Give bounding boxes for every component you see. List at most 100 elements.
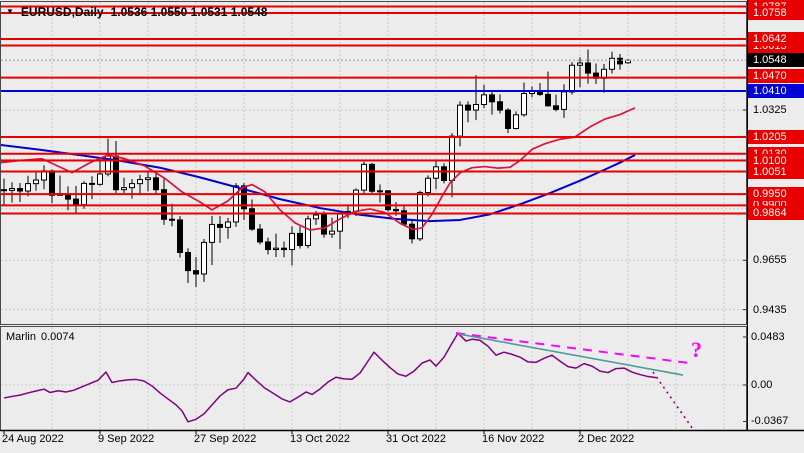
candle xyxy=(249,199,255,231)
candle xyxy=(33,170,39,191)
indicator-panel xyxy=(1,327,746,430)
candle xyxy=(105,138,111,177)
candle xyxy=(361,161,367,194)
price-label-1.0325: 1.0325 xyxy=(753,104,787,117)
candle xyxy=(145,171,151,192)
symbol-period-label: EURUSD,Daily xyxy=(20,5,104,19)
candlestick-series xyxy=(1,49,631,287)
candle xyxy=(473,75,479,121)
candle xyxy=(497,94,503,114)
axis-tick-marks xyxy=(3,109,748,434)
indicator-tick-label-0.00: 0.00 xyxy=(751,379,773,391)
candle xyxy=(201,239,207,282)
candle xyxy=(273,233,279,257)
candle xyxy=(457,101,463,147)
candle xyxy=(433,161,439,190)
candle xyxy=(17,182,23,203)
candle xyxy=(129,179,135,199)
candle xyxy=(537,82,543,97)
candle xyxy=(209,215,215,266)
candle xyxy=(329,217,335,238)
price-label-0.9655: 0.9655 xyxy=(753,254,787,267)
candle xyxy=(481,84,487,109)
candle xyxy=(441,163,447,184)
candle xyxy=(9,182,15,203)
candle xyxy=(521,82,527,117)
candle xyxy=(161,178,167,225)
candle xyxy=(625,59,631,64)
date-label: 31 Oct 2022 xyxy=(386,433,446,445)
candle xyxy=(73,185,79,214)
candle xyxy=(153,171,159,194)
price-label-1.0470: 1.0470 xyxy=(748,68,804,83)
candle xyxy=(505,108,511,134)
date-label: 9 Sep 2022 xyxy=(98,433,155,445)
candle xyxy=(169,203,175,227)
price-label-1.0410: 1.0410 xyxy=(748,84,804,99)
marlin-line xyxy=(3,332,657,423)
candle xyxy=(121,177,127,194)
question-mark-annotation[interactable]: ? xyxy=(691,337,702,362)
indicator-value: 0.0074 xyxy=(40,331,75,343)
candle xyxy=(617,54,623,70)
date-label: 2 Dec 2022 xyxy=(578,433,635,445)
candle xyxy=(561,84,567,118)
projection-dotted-line[interactable] xyxy=(652,371,693,429)
main-grid xyxy=(1,2,746,324)
candle xyxy=(465,101,471,123)
panel-borders xyxy=(0,0,804,432)
candle xyxy=(49,169,55,204)
candle xyxy=(257,223,263,245)
candle xyxy=(281,241,287,258)
candle xyxy=(265,237,271,255)
date-label: 16 Nov 2022 xyxy=(482,433,545,445)
candle xyxy=(25,175,31,197)
candle xyxy=(513,111,519,130)
red-moving-average[interactable] xyxy=(0,107,636,231)
candle xyxy=(113,141,119,194)
indicator-tick-label--0.0367: -0.0367 xyxy=(751,415,789,428)
candle xyxy=(593,63,599,84)
candle xyxy=(553,94,559,112)
candle xyxy=(89,176,95,200)
blue-moving-average[interactable] xyxy=(0,143,636,223)
teal-trendline[interactable] xyxy=(458,333,684,376)
candle xyxy=(225,217,231,239)
horizontal-level-lines[interactable] xyxy=(1,5,746,215)
price-label-1.0642: 1.0642 xyxy=(748,32,804,46)
candle xyxy=(609,51,615,74)
candle xyxy=(65,186,71,211)
price-label-0.9950: 0.9950 xyxy=(748,187,804,202)
candle xyxy=(193,256,199,287)
candle xyxy=(185,248,191,283)
price-label-1.0548: 1.0548 xyxy=(748,53,804,68)
indicator-name: Marlin xyxy=(6,331,36,343)
candle xyxy=(409,218,415,244)
candle xyxy=(577,57,583,88)
price-label-0.9435: 0.9435 xyxy=(753,303,787,316)
candle xyxy=(449,133,455,198)
price-label-1.0051: 1.0051 xyxy=(748,164,804,179)
candle xyxy=(1,178,7,206)
magenta-dashed-trendline[interactable] xyxy=(455,332,695,365)
candle xyxy=(57,175,63,196)
candle xyxy=(489,91,495,115)
date-label: 24 Aug 2022 xyxy=(2,433,64,445)
candle xyxy=(289,226,295,266)
candle xyxy=(305,215,311,249)
main-chart-panel xyxy=(0,2,746,324)
ohlc-values-label: 1.0536 1.0550 1.0531 1.0548 xyxy=(110,5,268,19)
price-label-1.0100: 1.0100 xyxy=(748,153,804,168)
price-label-1.0758: 1.0758 xyxy=(748,6,804,20)
price-label-1.0205: 1.0205 xyxy=(748,129,804,144)
candle xyxy=(177,216,183,258)
symbol-dropdown-icon[interactable]: ▼ xyxy=(6,7,14,16)
candle xyxy=(297,226,303,249)
chart-title: ▼ EURUSD,Daily 1.0536 1.0550 1.0531 1.05… xyxy=(6,5,267,19)
price-label-0.9864: 0.9864 xyxy=(748,206,804,221)
candle xyxy=(369,163,375,194)
candle xyxy=(321,211,327,238)
indicator-title: Marlin 0.0074 xyxy=(6,331,75,343)
